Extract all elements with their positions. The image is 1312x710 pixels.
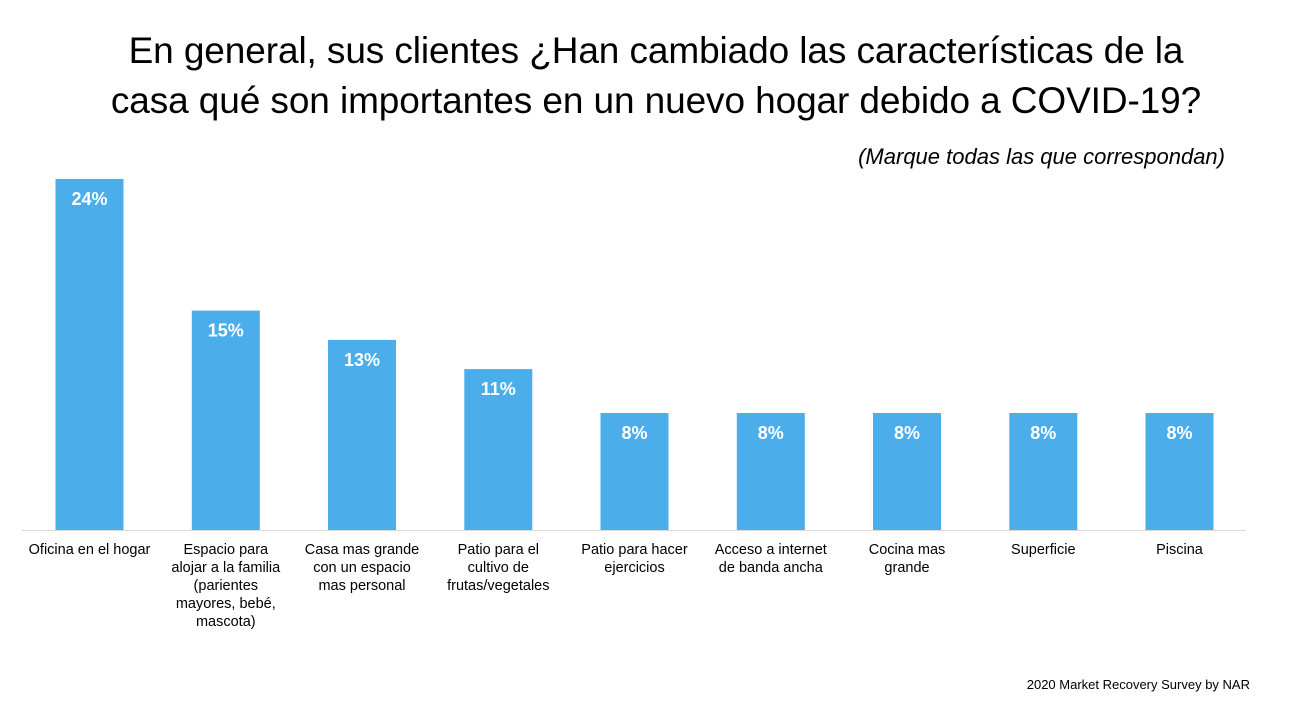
chart-subtitle: (Marque todas las que correspondan) bbox=[858, 144, 1225, 169]
category-label-9: Piscina bbox=[1112, 541, 1248, 559]
category-label-8: Superficie bbox=[975, 541, 1111, 559]
category-label-4: Patio para el cultivo de frutas/vegetales bbox=[430, 541, 566, 595]
bar-value-label-9: 8% bbox=[1166, 423, 1192, 443]
category-label-line: Superficie bbox=[1011, 542, 1076, 558]
bar-value-label-6: 8% bbox=[758, 423, 784, 443]
category-label-line: de banda ancha bbox=[718, 560, 823, 576]
category-label-line: (parientes bbox=[193, 578, 259, 594]
category-label-line: mayores, bebé, bbox=[175, 596, 276, 612]
bar-value-label-4: 11% bbox=[481, 379, 516, 399]
category-label-line: alojar a la familia bbox=[171, 560, 281, 576]
category-label-line: cultivo de bbox=[467, 560, 529, 576]
category-label-line: Oficina en el hogar bbox=[28, 542, 151, 558]
bar-value-label-2: 15% bbox=[208, 321, 244, 341]
category-label-line: Espacio para bbox=[183, 542, 269, 558]
category-label-3: Casa mas grande con un espacio mas persona… bbox=[294, 541, 430, 595]
bar-7 bbox=[873, 413, 941, 530]
bar-3 bbox=[328, 339, 396, 530]
bar-6 bbox=[736, 413, 805, 530]
category-label-7: Cocina mas grande bbox=[839, 541, 975, 577]
category-label-2: Espacio para alojar a la familia (pariente… bbox=[158, 541, 294, 631]
category-label-line: con un espacio bbox=[313, 560, 411, 576]
bar-1 bbox=[55, 179, 124, 530]
bar-value-label-8: 8% bbox=[1030, 423, 1056, 443]
category-label-line: mas personal bbox=[318, 578, 406, 594]
category-label-line: Patio para el bbox=[457, 542, 539, 558]
category-label-line: grande bbox=[884, 560, 930, 576]
category-label-line: mascota) bbox=[195, 614, 256, 630]
category-label-line: frutas/vegetales bbox=[447, 578, 550, 594]
category-label-line: Patio para hacer bbox=[581, 542, 688, 558]
category-label-line: Piscina bbox=[1156, 542, 1203, 558]
source-note: 2020 Market Recovery Survey by NAR bbox=[1026, 677, 1250, 692]
bar-8 bbox=[1009, 413, 1078, 530]
bar-value-label-5: 8% bbox=[621, 423, 647, 443]
category-label-line: Acceso a internet bbox=[714, 542, 827, 558]
category-label-line: ejercicios bbox=[604, 560, 665, 576]
bar-value-label-7: 8% bbox=[894, 423, 920, 443]
bar-5 bbox=[600, 413, 669, 530]
category-label-6: Acceso a internet de banda ancha bbox=[703, 541, 839, 577]
bar-9 bbox=[1145, 413, 1214, 530]
bar-value-label-3: 13% bbox=[344, 350, 380, 370]
bar-value-label-1: 24% bbox=[71, 189, 107, 209]
category-label-line: Casa mas grande bbox=[304, 542, 420, 558]
bar-4 bbox=[464, 369, 533, 530]
chart-title: En general, sus clientes ¿Han cambiado l… bbox=[0, 26, 1312, 126]
chart-title-line-2: casa qué son importantes en un nuevo hog… bbox=[110, 80, 1202, 121]
category-label-1: Oficina en el hogar bbox=[22, 541, 158, 559]
bar-2 bbox=[191, 310, 260, 530]
category-label-5: Patio para hacer ejercicios bbox=[567, 541, 703, 577]
chart-title-line-1: En general, sus clientes ¿Han cambiado l… bbox=[128, 30, 1184, 71]
category-label-line: Cocina mas bbox=[868, 542, 946, 558]
